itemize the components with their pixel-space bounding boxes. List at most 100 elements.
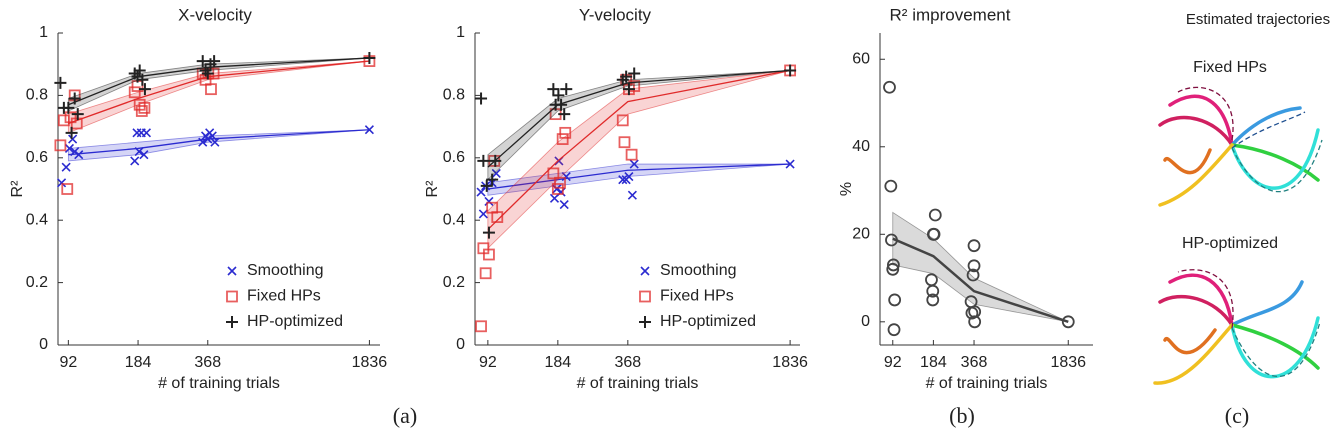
- confidence-band: [67, 57, 370, 112]
- x-axis-label: # of training trials: [158, 375, 280, 392]
- x-tick-label: 92: [479, 354, 497, 371]
- mean-line: [487, 69, 791, 231]
- trajectories-subtitle: Fixed HPs: [1193, 59, 1267, 76]
- marker: [478, 209, 488, 219]
- y-tick-label: 0: [861, 313, 870, 330]
- marker: [926, 227, 940, 241]
- trajectory: [1168, 273, 1234, 327]
- marker: [198, 137, 208, 147]
- marker: [74, 150, 84, 160]
- y-tick-label: 0.6: [443, 149, 465, 166]
- marker: [483, 248, 495, 261]
- x-tick-label: 184: [544, 354, 571, 371]
- marker: [885, 233, 898, 247]
- legend-label: HP-optimized: [660, 313, 756, 330]
- marker: [486, 173, 499, 186]
- marker: [132, 128, 142, 138]
- marker: [628, 67, 641, 80]
- marker: [784, 64, 797, 77]
- y-tick-label: 60: [852, 50, 870, 67]
- marker: [139, 150, 149, 160]
- marker: [133, 64, 146, 77]
- marker: [886, 262, 900, 276]
- marker: [226, 290, 238, 303]
- y-tick-label: 1: [456, 24, 465, 41]
- trajectory: [1153, 323, 1234, 385]
- mean-line: [68, 60, 370, 125]
- mean-line: [68, 57, 370, 106]
- marker: [475, 320, 487, 333]
- marker: [547, 83, 560, 96]
- legend-label: Smoothing: [660, 262, 737, 279]
- marker: [491, 211, 504, 223]
- y-tick-label: 0.6: [26, 149, 48, 166]
- marker: [624, 171, 634, 182]
- mean-line: [487, 69, 791, 168]
- marker: [552, 184, 562, 194]
- true-trajectory: [1177, 86, 1234, 141]
- x-axis-label: # of training trials: [577, 375, 699, 392]
- x-tick-label: 368: [961, 354, 988, 371]
- marker: [205, 83, 217, 96]
- marker: [141, 128, 152, 138]
- true-trajectory: [1177, 269, 1234, 329]
- trajectory: [1158, 115, 1234, 147]
- legend-label: Fixed HPs: [247, 288, 321, 305]
- marker: [629, 159, 639, 169]
- marker: [363, 51, 376, 64]
- y-axis-label: R²: [9, 180, 26, 198]
- marker: [967, 259, 981, 273]
- marker: [555, 98, 568, 111]
- trajectory: [1163, 148, 1212, 175]
- marker: [134, 146, 144, 157]
- chart-title: X-velocity: [178, 5, 252, 24]
- marker: [61, 183, 74, 195]
- marker: [1061, 315, 1075, 329]
- y-tick-label: 0: [39, 336, 48, 353]
- mean-line: [892, 237, 1069, 323]
- trajectory: [1158, 294, 1234, 327]
- marker: [966, 268, 980, 282]
- marker: [207, 131, 217, 141]
- marker: [886, 258, 900, 272]
- marker: [785, 159, 795, 169]
- marker: [547, 167, 560, 180]
- marker: [928, 208, 942, 222]
- confidence-band: [487, 70, 791, 181]
- x-tick-label: 1836: [352, 354, 388, 371]
- marker: [551, 183, 564, 195]
- x-tick-label: 368: [614, 354, 641, 371]
- chart-title: Y-velocity: [579, 5, 652, 24]
- y-tick-label: 0.2: [443, 274, 465, 291]
- marker: [552, 89, 565, 102]
- panel-label: (a): [393, 403, 417, 428]
- marker: [62, 101, 75, 114]
- x-axis-label: # of training trials: [926, 375, 1048, 392]
- marker: [559, 200, 569, 210]
- true-trajectory-drawing: [1177, 86, 1323, 378]
- marker: [618, 175, 628, 185]
- y-tick-label: 0.8: [26, 87, 48, 104]
- x-tick-label: 184: [125, 354, 152, 371]
- trajectory-drawing: [1153, 94, 1320, 385]
- marker: [639, 316, 651, 328]
- marker: [968, 305, 982, 319]
- true-trajectory: [1231, 139, 1323, 193]
- marker: [64, 111, 77, 124]
- marker: [558, 108, 571, 121]
- marker: [968, 315, 982, 329]
- marker: [130, 156, 140, 166]
- marker: [477, 154, 490, 167]
- marker: [68, 92, 81, 105]
- marker: [560, 83, 573, 96]
- y-tick-label: 40: [852, 138, 870, 155]
- trajectories-title: Estimated trajectories: [1186, 11, 1330, 28]
- marker: [68, 134, 78, 144]
- marker: [208, 55, 221, 68]
- confidence-band: [892, 211, 1069, 323]
- marker: [226, 316, 238, 328]
- y-tick-label: 0.2: [26, 274, 48, 291]
- marker: [616, 114, 629, 127]
- marker: [210, 137, 220, 147]
